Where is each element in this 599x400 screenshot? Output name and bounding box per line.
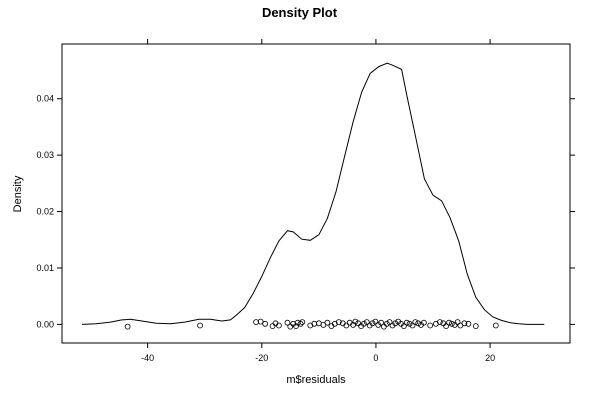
y-tick-label: 0.02: [36, 207, 54, 217]
rug-point: [443, 323, 450, 330]
rug-point: [293, 323, 299, 330]
rug-point: [197, 322, 204, 329]
y-tick-label: 0.03: [36, 150, 54, 160]
rug-point: [427, 322, 434, 329]
x-tick-label: 0: [373, 353, 378, 363]
rug-point: [369, 320, 376, 327]
rug-point: [454, 319, 461, 326]
x-axis-label: m$residuals: [286, 374, 346, 386]
rug-point: [269, 323, 276, 330]
density-curve-layer: [81, 62, 545, 325]
rug-point: [412, 319, 419, 326]
rug-point: [420, 319, 427, 326]
axis-ticks: -40 -20 0 20 0.00 0.01 0.02 0.03 0.04: [36, 39, 575, 363]
rug-point: [284, 319, 291, 326]
rug-point: [378, 319, 385, 326]
y-tick-label: 0.04: [36, 94, 54, 104]
density-curve: [81, 62, 545, 325]
rug-point: [287, 323, 294, 330]
rug-point: [124, 323, 131, 330]
rug-point: [343, 322, 350, 329]
rug-point: [448, 320, 455, 327]
rug-point: [383, 320, 390, 327]
rug-point: [392, 320, 399, 327]
rug-point: [436, 319, 443, 326]
plot-panel: [61, 43, 571, 344]
rug-point: [415, 320, 422, 327]
rug-point: [299, 319, 306, 326]
rug-point: [451, 321, 458, 328]
y-tick-label: 0.00: [36, 319, 54, 329]
y-tick-label: 0.01: [36, 263, 54, 273]
rug-point: [492, 322, 499, 329]
rug-point: [446, 319, 452, 326]
rug-point: [297, 320, 304, 327]
rug-point: [257, 318, 264, 325]
rug-point: [403, 319, 410, 326]
rug-points-layer: [124, 318, 499, 330]
rug-point: [275, 322, 282, 329]
rug-point: [335, 319, 342, 326]
rug-point: [262, 320, 269, 327]
rug-point: [409, 322, 416, 329]
rug-point: [360, 320, 367, 327]
x-tick-label: -40: [141, 353, 154, 363]
x-tick-label: 20: [485, 353, 495, 363]
rug-point: [253, 319, 260, 326]
rug-point: [461, 320, 468, 327]
rug-point: [440, 320, 447, 327]
chart-title: Density Plot: [262, 5, 338, 20]
rug-point: [324, 319, 331, 326]
rug-point: [400, 323, 407, 330]
rug-point: [352, 318, 359, 325]
rug-point: [465, 320, 472, 327]
rug-point: [406, 320, 413, 327]
y-axis-label: Density: [12, 175, 24, 212]
x-tick-label: -20: [255, 353, 268, 363]
rug-point: [363, 319, 370, 326]
rug-point: [372, 318, 379, 325]
rug-point: [472, 323, 479, 330]
rug-point: [380, 323, 387, 330]
rug-point: [386, 319, 393, 326]
